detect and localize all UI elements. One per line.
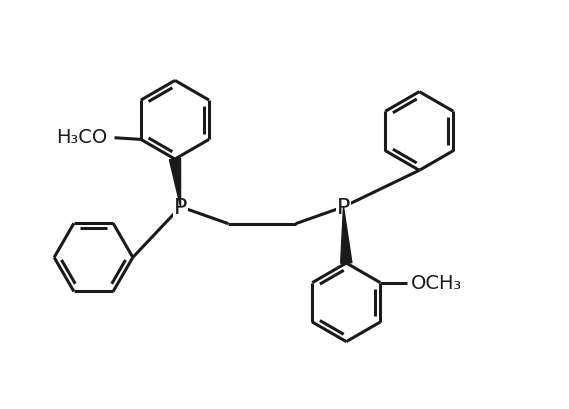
Text: OCH₃: OCH₃ (411, 274, 463, 292)
Text: H₃CO: H₃CO (56, 128, 107, 147)
Text: P: P (337, 197, 350, 217)
Polygon shape (170, 159, 180, 207)
Polygon shape (341, 207, 352, 264)
Text: P: P (174, 197, 187, 217)
